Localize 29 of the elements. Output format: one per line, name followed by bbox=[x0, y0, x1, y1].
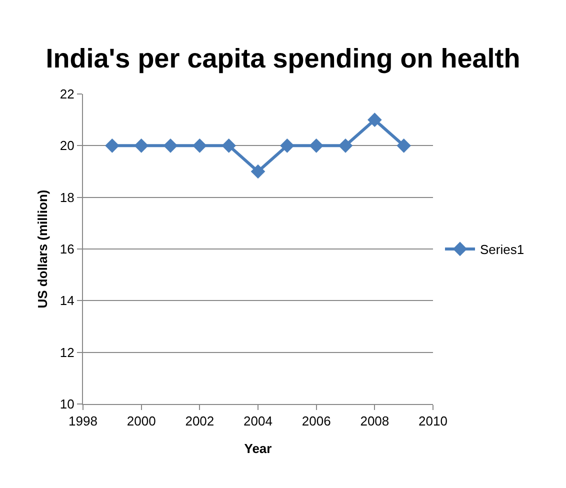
y-tick-label: 20 bbox=[60, 138, 74, 154]
y-tick-label: 16 bbox=[60, 242, 74, 257]
point bbox=[105, 138, 120, 153]
point bbox=[192, 138, 207, 153]
x-axis-title: Year bbox=[244, 441, 272, 456]
x-tick-label: 2000 bbox=[126, 414, 156, 429]
point bbox=[309, 138, 324, 153]
y-tick-label: 14 bbox=[60, 293, 74, 308]
x-tick-label: 2010 bbox=[418, 414, 448, 429]
point bbox=[134, 138, 148, 153]
point bbox=[396, 138, 411, 153]
y-tick-label: 22 bbox=[60, 86, 74, 102]
y-tick-label: 10 bbox=[60, 396, 74, 412]
point bbox=[280, 138, 294, 153]
point bbox=[222, 138, 236, 153]
y-axis-title: US dollars (million) bbox=[35, 190, 50, 308]
x-tick-label: 2004 bbox=[244, 414, 272, 429]
point bbox=[368, 112, 382, 127]
x-tick-label: 1998 bbox=[68, 414, 98, 429]
x-tick-label: 2008 bbox=[360, 414, 390, 429]
legend-label: Series1 bbox=[480, 242, 524, 258]
y-tick-label: 12 bbox=[60, 344, 74, 360]
point bbox=[338, 138, 353, 153]
point bbox=[163, 138, 178, 153]
chart-title: India's per capita spending on health bbox=[46, 44, 520, 74]
x-tick-label: 2002 bbox=[185, 414, 214, 429]
y-tick-label: 18 bbox=[60, 190, 74, 205]
x-tick-label: 2006 bbox=[302, 414, 331, 429]
point bbox=[250, 164, 266, 179]
